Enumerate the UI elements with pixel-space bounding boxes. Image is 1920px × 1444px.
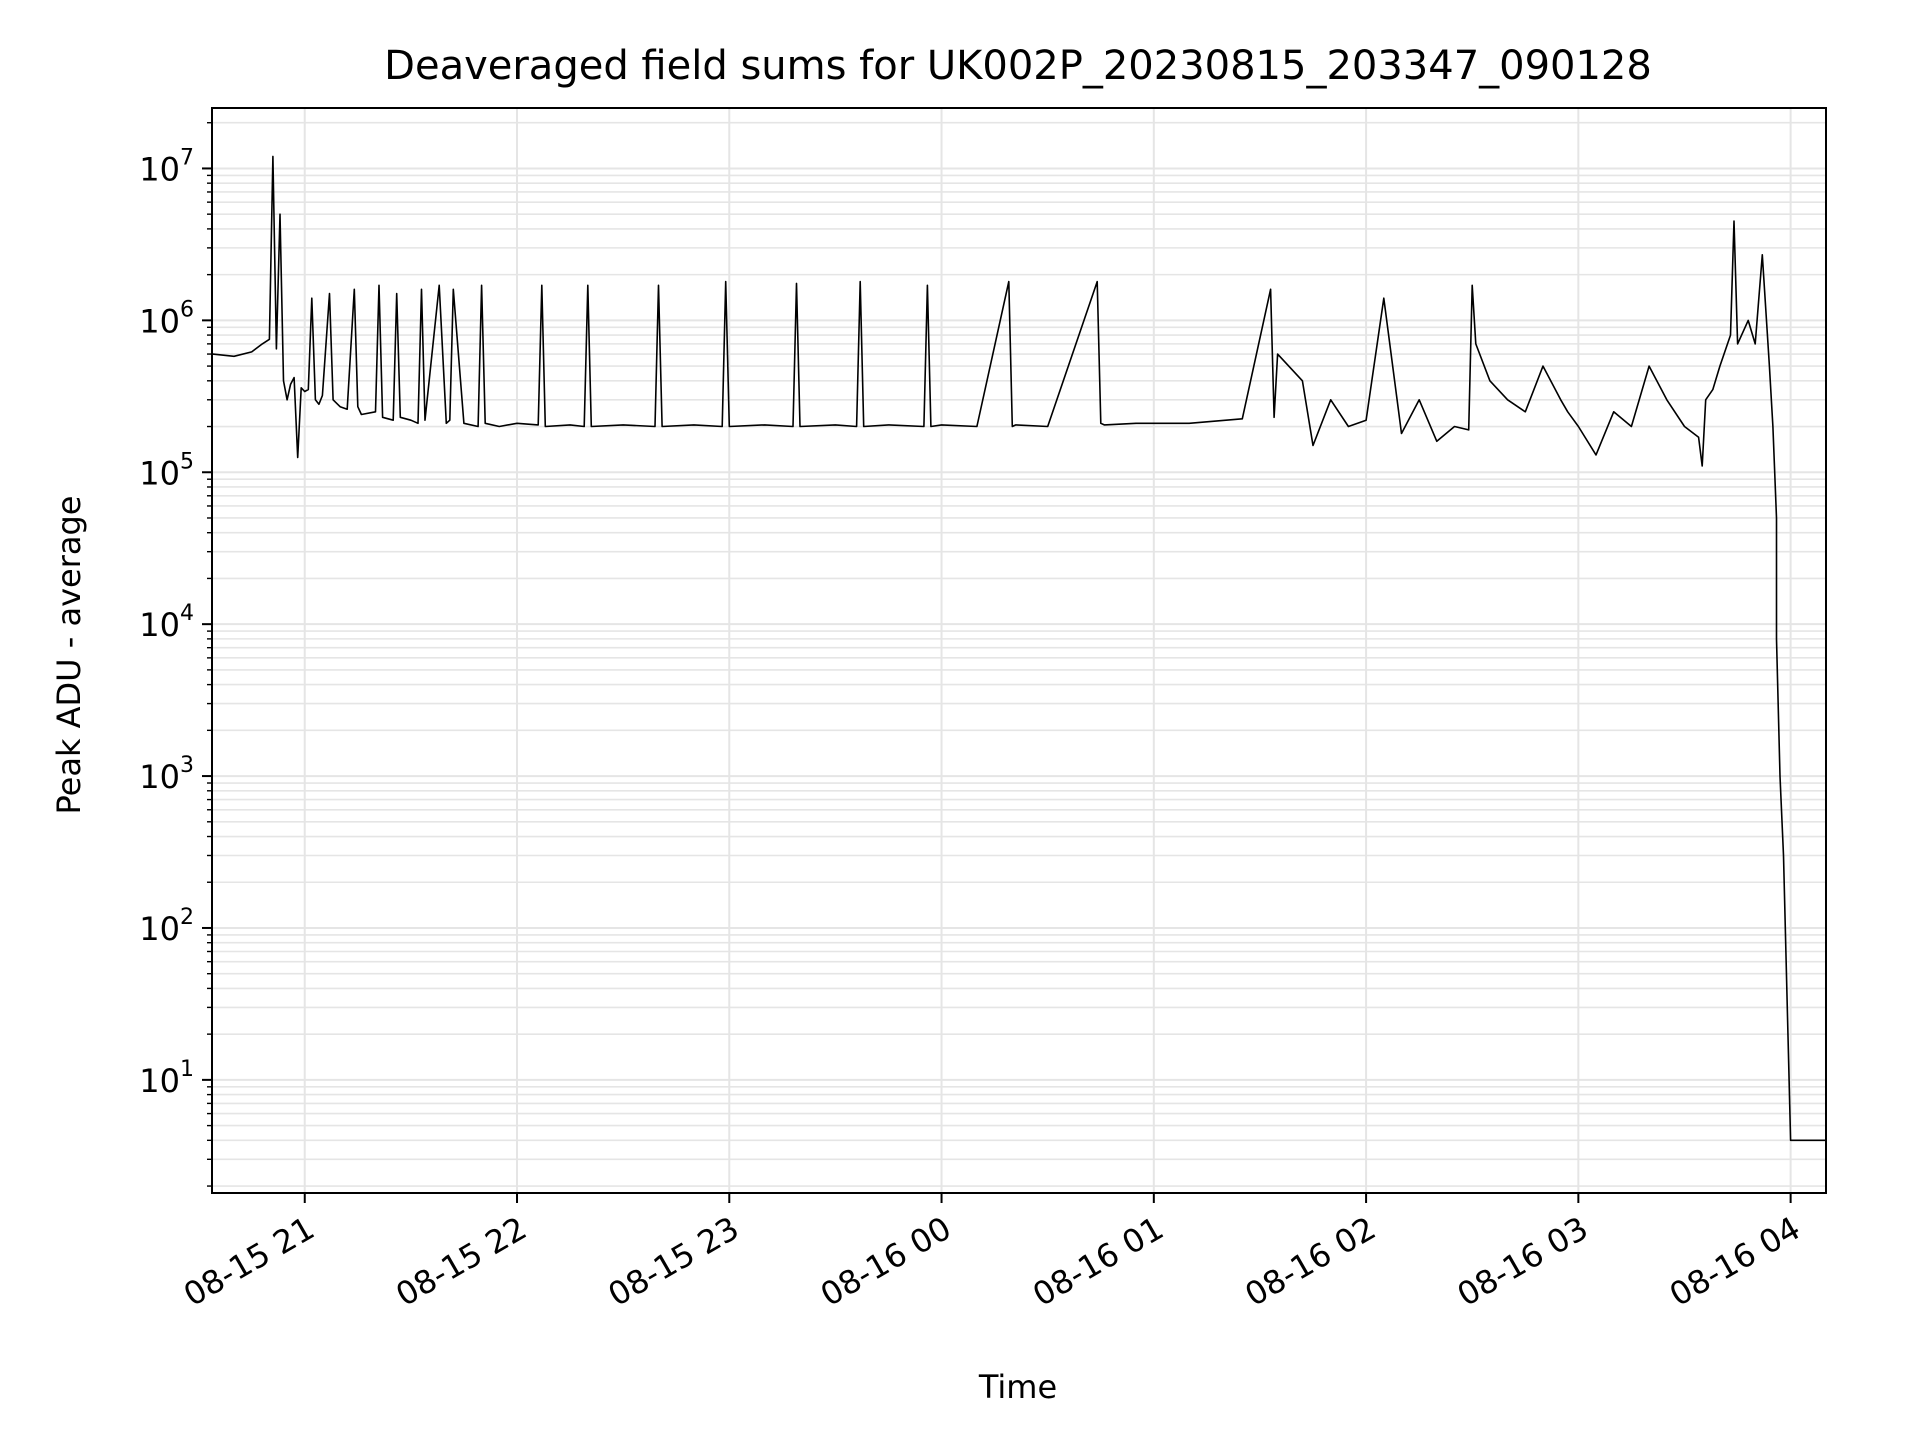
data-series-line (212, 155, 1826, 1142)
y-tick-label: 107 (139, 145, 194, 188)
y-axis: 101 102 103 104 105 106 107 (139, 122, 212, 1187)
chart-title: Deaveraged field sums for UK002P_2023081… (384, 43, 1652, 89)
y-tick-label: 106 (139, 297, 194, 340)
x-tick-label: 08-16 00 (814, 1209, 958, 1314)
x-tick-label: 08-15 22 (389, 1209, 533, 1314)
grid-lines (212, 108, 1826, 1193)
plot-frame (211, 107, 1827, 1194)
y-tick-label: 104 (139, 601, 194, 644)
series-layer (212, 155, 1826, 1142)
x-tick-label: 08-16 04 (1663, 1209, 1807, 1314)
x-tick-label: 08-16 03 (1451, 1209, 1595, 1314)
x-tick-label: 08-16 01 (1026, 1209, 1170, 1314)
x-axis: 08-15 21 08-15 22 08-15 23 08-16 00 08-16 01… (177, 1193, 1807, 1314)
y-tick-label: 101 (139, 1057, 194, 1100)
y-tick-label: 102 (139, 905, 194, 948)
y-axis-label: Peak ADU - average (50, 496, 88, 815)
x-axis-label: Time (978, 1368, 1057, 1406)
y-tick-label: 103 (139, 753, 194, 796)
x-tick-label: 08-16 02 (1238, 1209, 1382, 1314)
x-tick-label: 08-15 21 (177, 1209, 321, 1314)
x-tick-label: 08-15 23 (602, 1209, 746, 1314)
y-tick-label: 105 (139, 449, 194, 492)
